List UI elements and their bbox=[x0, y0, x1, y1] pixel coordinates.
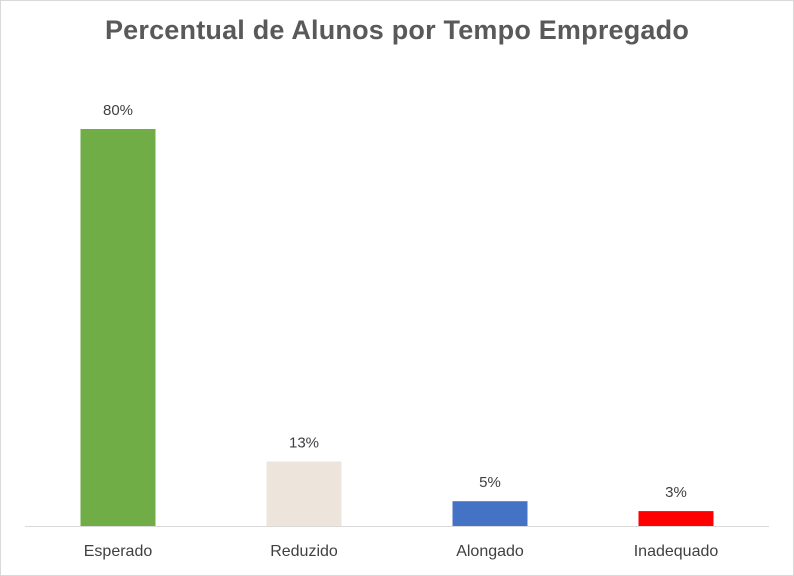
bar-reduzido bbox=[266, 461, 342, 526]
x-tick-label-inadequado: Inadequado bbox=[634, 543, 719, 560]
data-labels-group: 80% 13% 5% 3% bbox=[103, 102, 687, 501]
x-tick-label-alongado: Alongado bbox=[456, 543, 524, 560]
data-label-alongado: 5% bbox=[479, 474, 501, 491]
data-label-esperado: 80% bbox=[103, 102, 133, 119]
x-tick-labels-group: Esperado Reduzido Alongado Inadequado bbox=[84, 543, 719, 560]
data-label-reduzido: 13% bbox=[289, 435, 319, 452]
chart-title: Percentual de Alunos por Tempo Empregado bbox=[104, 15, 690, 45]
x-tick-label-reduzido: Reduzido bbox=[270, 543, 338, 560]
bar-alongado bbox=[452, 501, 528, 526]
bar-inadequado bbox=[638, 511, 714, 526]
x-tick-label-esperado: Esperado bbox=[84, 543, 153, 560]
bars-group bbox=[80, 129, 714, 526]
bar-esperado bbox=[80, 129, 156, 526]
data-label-inadequado: 3% bbox=[665, 484, 687, 501]
